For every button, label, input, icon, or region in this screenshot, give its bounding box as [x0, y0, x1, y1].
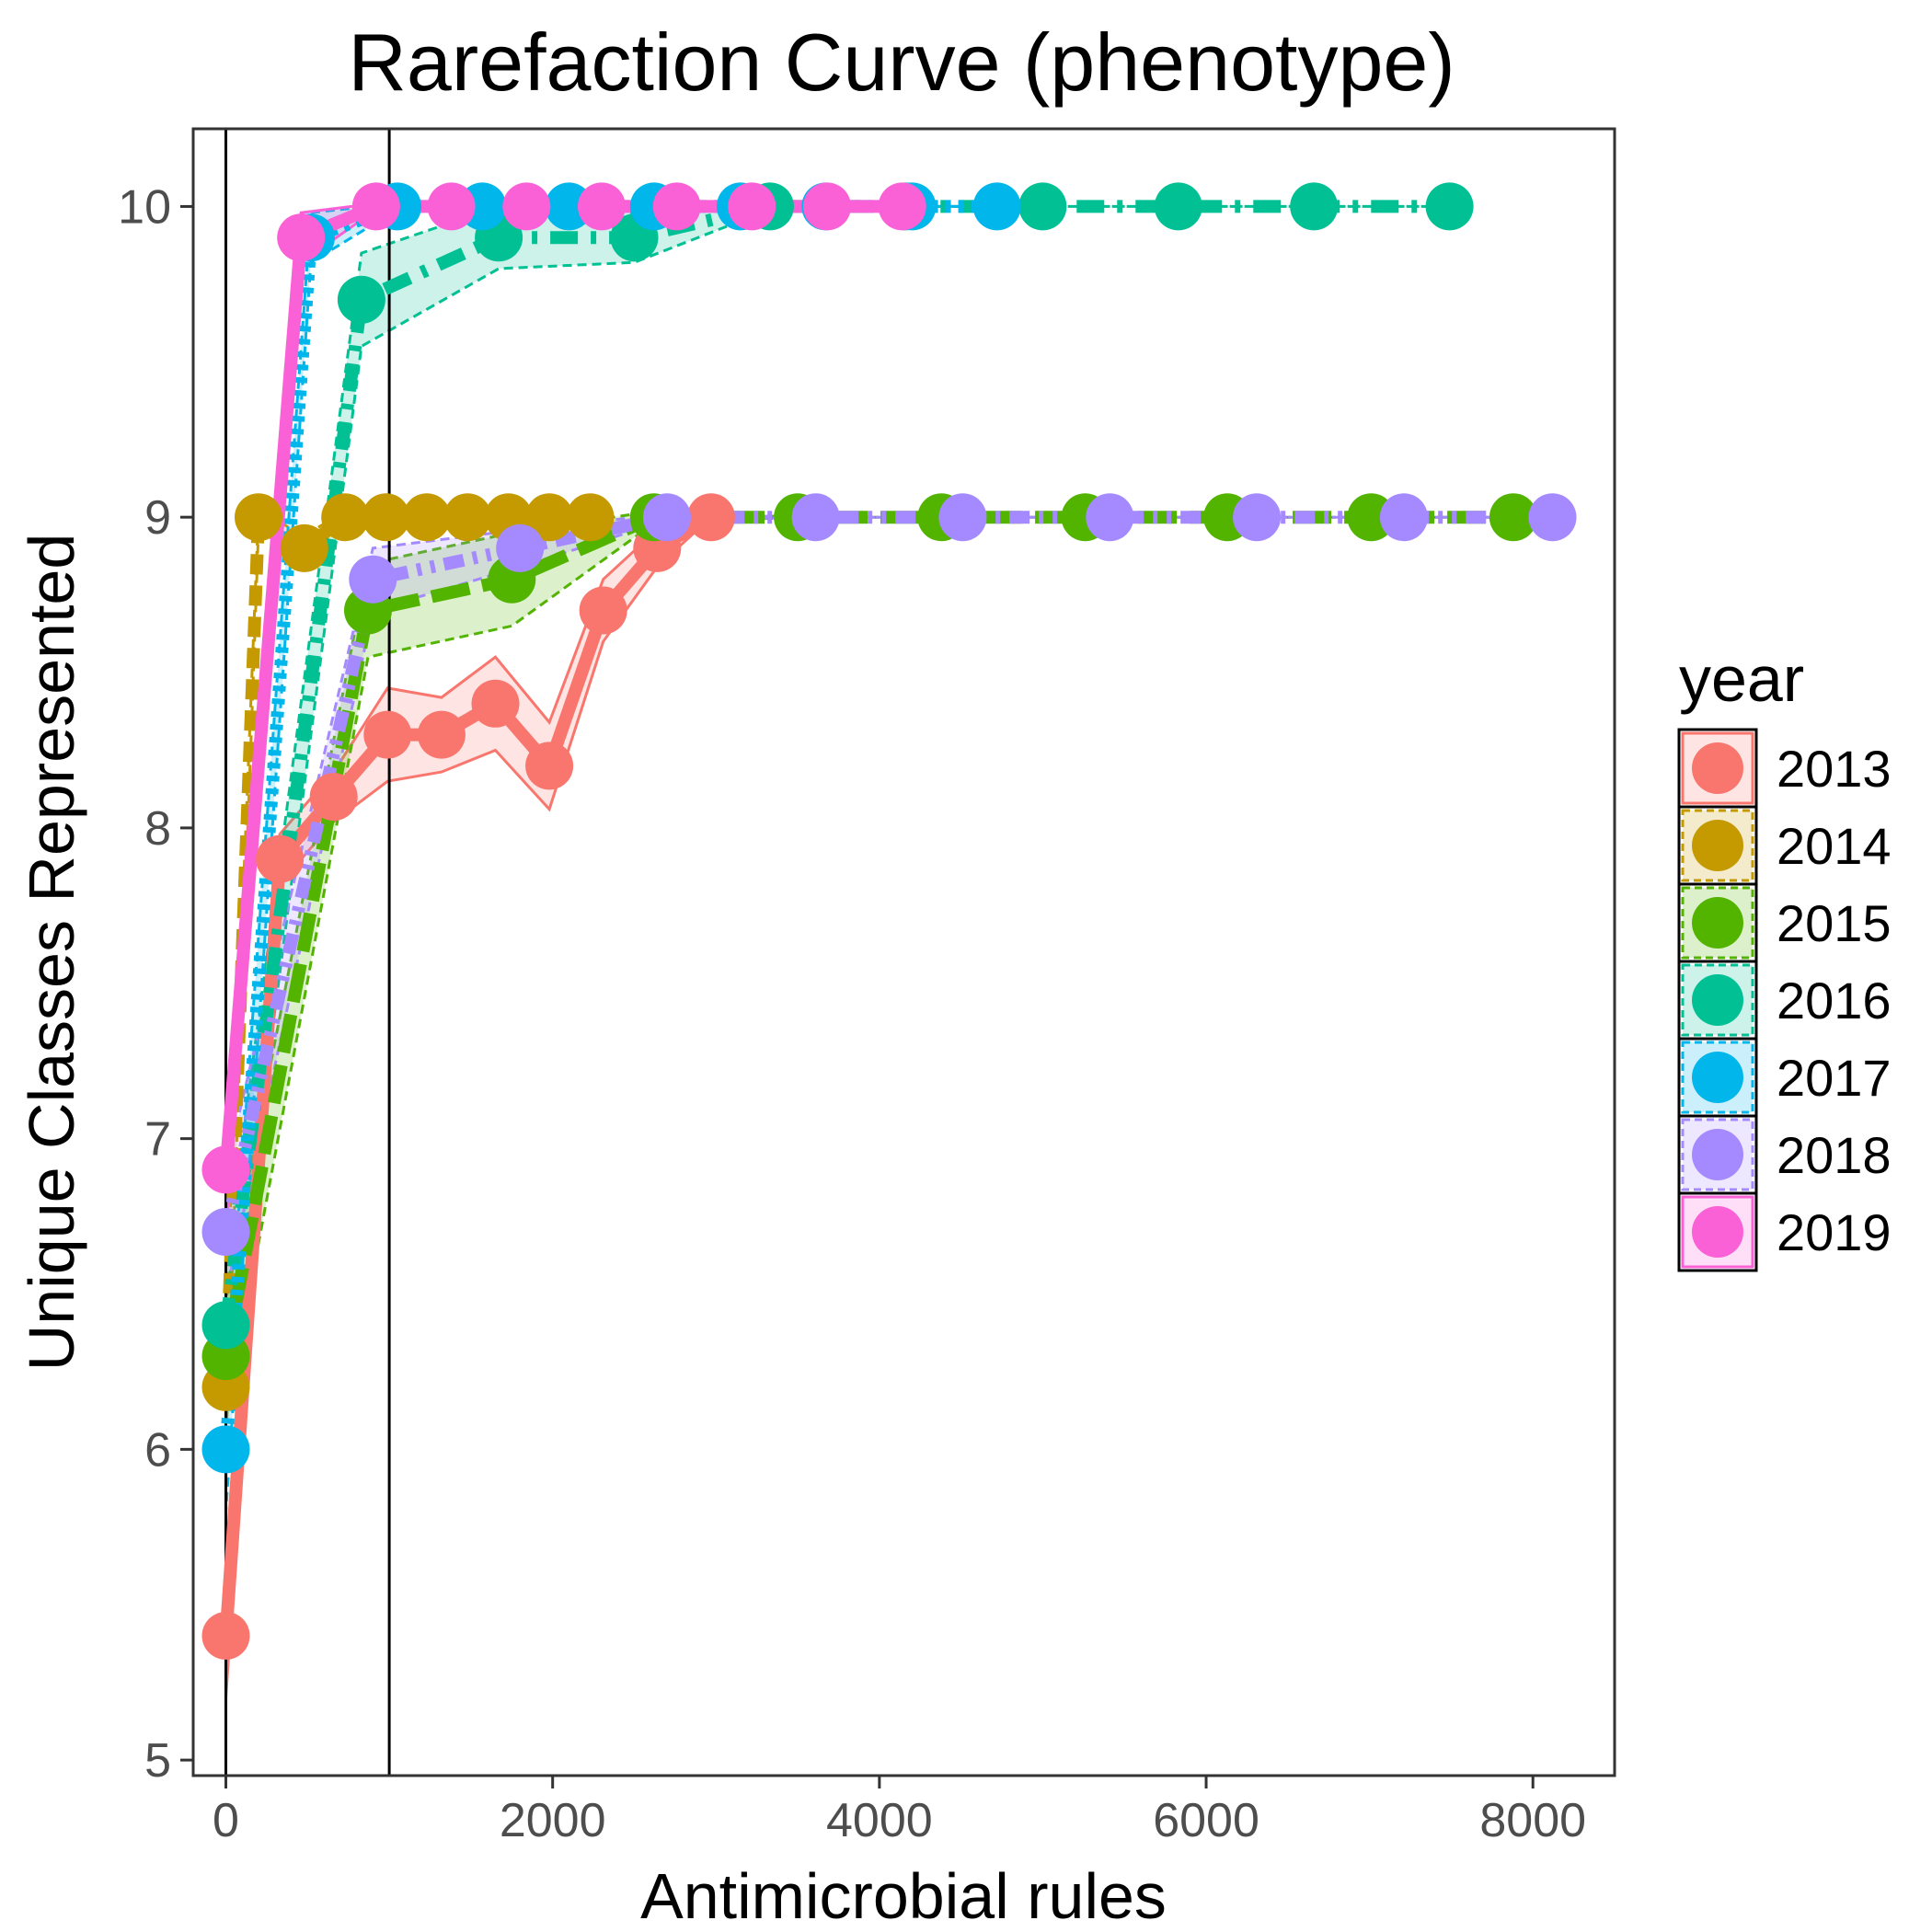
legend-label: 2016 — [1777, 972, 1892, 1029]
point-2014-2 — [280, 523, 328, 572]
line-2013 — [219, 512, 715, 1637]
ribbon-2015 — [224, 509, 1513, 1419]
chart-title: Rarefaction Curve (phenotype) — [348, 17, 1455, 108]
point-2013-4 — [417, 710, 466, 759]
x-tick-label: 2000 — [500, 1794, 606, 1847]
point-2018-1 — [349, 555, 397, 604]
y-tick-label: 8 — [144, 802, 171, 856]
point-2017-9 — [972, 182, 1021, 231]
point-2013-0 — [201, 1612, 250, 1660]
legend-key-point — [1692, 820, 1743, 871]
legend-item-2013: 2013 — [1677, 728, 1892, 809]
point-2018-6 — [1086, 493, 1134, 542]
legend-key-point — [1692, 742, 1743, 794]
plot-area — [191, 127, 1616, 1777]
point-2013-5 — [471, 679, 520, 728]
point-2019-3 — [427, 182, 476, 231]
point-2016-1 — [337, 275, 385, 324]
legend-item-2019: 2019 — [1677, 1191, 1892, 1272]
point-2018-5 — [938, 493, 987, 542]
legend-item-2017: 2017 — [1677, 1037, 1892, 1118]
point-2013-7 — [579, 586, 627, 635]
point-2018-2 — [496, 523, 545, 572]
point-2019-0 — [201, 1145, 250, 1194]
point-2019-9 — [878, 182, 926, 231]
y-tick-label: 10 — [118, 180, 171, 234]
point-2019-7 — [728, 182, 776, 231]
legend-key-point — [1692, 897, 1743, 949]
ribbon-2016 — [224, 201, 1450, 1387]
legend-item-2016: 2016 — [1677, 960, 1892, 1041]
point-2018-0 — [201, 1208, 250, 1256]
y-tick-label: 5 — [144, 1734, 171, 1788]
confidence-ribbons — [224, 201, 1553, 1698]
point-2019-2 — [351, 182, 400, 231]
point-2018-7 — [1233, 493, 1282, 542]
x-axis: 0 2000 4000 6000 8000 — [213, 1776, 1586, 1847]
point-2019-1 — [277, 213, 326, 262]
point-2014-1 — [235, 493, 282, 542]
legend-key-point — [1692, 974, 1743, 1026]
x-tick-label: 4000 — [826, 1794, 933, 1847]
legend-key-point — [1692, 1129, 1743, 1180]
legend-label: 2015 — [1777, 894, 1892, 952]
y-axis: 5 6 7 8 9 10 — [118, 180, 193, 1788]
point-2013-9 — [686, 493, 735, 542]
series-points — [201, 182, 1577, 1660]
point-2014-6 — [443, 493, 492, 542]
point-2018-8 — [1379, 493, 1428, 542]
y-axis-label: Unique Classes Represented — [16, 534, 87, 1372]
point-2014-9 — [566, 493, 615, 542]
x-tick-label: 0 — [213, 1794, 239, 1847]
x-tick-label: 6000 — [1153, 1794, 1259, 1847]
point-2014-8 — [525, 493, 574, 542]
legend-keys: 2013 2014 2015 2016 2017 2018 2019 — [1677, 728, 1892, 1272]
legend-item-2015: 2015 — [1677, 882, 1892, 963]
legend-item-2014: 2014 — [1677, 805, 1892, 886]
point-2016-6 — [1018, 182, 1067, 231]
point-2016-8 — [1290, 182, 1339, 231]
point-2016-7 — [1154, 182, 1202, 231]
legend-label: 2014 — [1777, 817, 1892, 875]
point-2018-9 — [1528, 493, 1577, 542]
legend-title: year — [1679, 643, 1804, 715]
point-2019-4 — [502, 182, 551, 231]
point-2018-3 — [643, 493, 691, 542]
point-2014-5 — [402, 493, 451, 542]
reference-lines — [224, 129, 391, 1776]
point-2014-3 — [321, 493, 370, 542]
legend-label: 2017 — [1777, 1049, 1892, 1107]
x-tick-label: 8000 — [1479, 1794, 1586, 1847]
point-2013-6 — [525, 742, 574, 790]
point-2017-0 — [201, 1425, 250, 1474]
x-axis-label: Antimicrobial rules — [640, 1860, 1167, 1932]
line-2018 — [219, 511, 1553, 1234]
plot-border — [191, 127, 1616, 1777]
legend: year 2013 2014 2015 2016 2017 2018 2019 — [1677, 643, 1892, 1272]
point-2019-5 — [578, 182, 626, 231]
point-2017-4 — [545, 182, 593, 231]
point-2019-8 — [803, 182, 851, 231]
ribbon-2013 — [224, 514, 717, 1698]
legend-key-point — [1692, 1206, 1743, 1258]
legend-label: 2013 — [1777, 740, 1892, 798]
point-2016-0 — [201, 1301, 250, 1350]
point-2016-9 — [1425, 182, 1474, 231]
point-2013-2 — [309, 773, 358, 822]
legend-label: 2018 — [1777, 1126, 1892, 1184]
legend-item-2018: 2018 — [1677, 1114, 1892, 1195]
legend-label: 2019 — [1777, 1203, 1892, 1261]
point-2013-1 — [256, 834, 305, 883]
point-2015-9 — [1489, 493, 1537, 542]
point-2013-3 — [363, 710, 412, 759]
point-2018-4 — [791, 493, 840, 542]
y-tick-label: 9 — [144, 491, 171, 545]
point-2019-6 — [652, 182, 701, 231]
legend-key-point — [1692, 1052, 1743, 1103]
point-2014-4 — [362, 493, 410, 542]
series-lines — [219, 200, 1553, 1637]
y-tick-label: 7 — [144, 1113, 171, 1167]
y-tick-label: 6 — [144, 1423, 171, 1477]
